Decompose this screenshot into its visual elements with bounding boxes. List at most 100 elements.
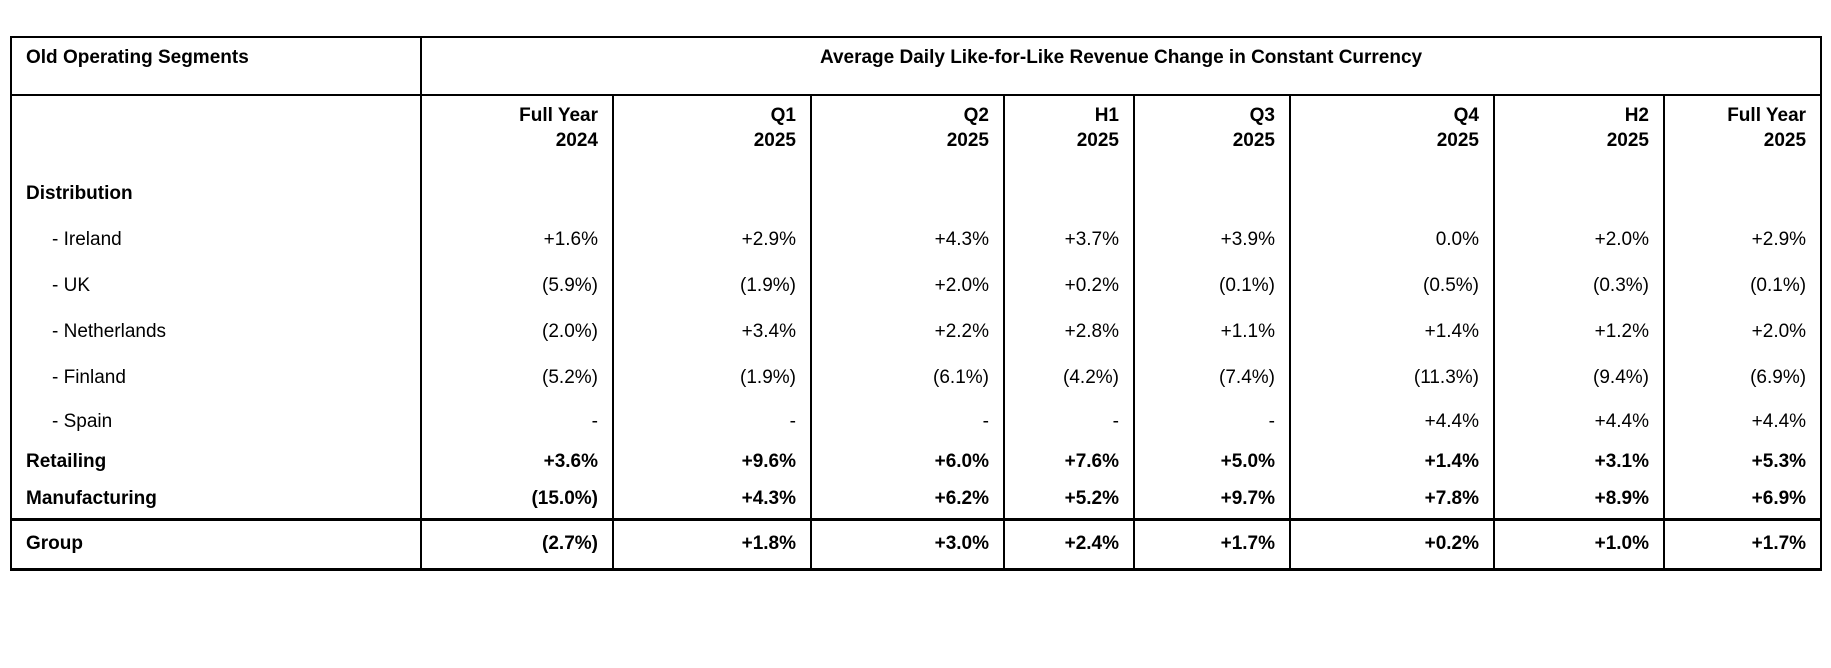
data-cell: +5.2% <box>1003 481 1134 519</box>
col-header-line: H1 <box>1094 105 1119 126</box>
data-cell: 0.0% <box>1289 217 1494 263</box>
data-cell: +2.2% <box>810 309 1004 355</box>
data-cell <box>810 171 1004 217</box>
col-header-line: 2025 <box>1606 130 1649 151</box>
data-cell: (4.2%) <box>1003 355 1134 401</box>
data-cell: +3.4% <box>612 309 811 355</box>
data-cell: (2.7%) <box>420 517 613 569</box>
col-header-q3-2025: Q3 2025 <box>1133 95 1290 171</box>
data-cell: +5.0% <box>1133 443 1290 481</box>
col-header-line: 2025 <box>1436 130 1479 151</box>
col-header-line: Q4 <box>1453 105 1479 126</box>
data-cell: +4.4% <box>1493 401 1664 443</box>
col-header-line: 2025 <box>1763 130 1807 151</box>
data-cell: +0.2% <box>1289 517 1494 569</box>
corner-label: Old Operating Segments <box>11 37 421 96</box>
col-header-h2-2025: H2 2025 <box>1493 95 1664 171</box>
data-cell: (7.4%) <box>1133 355 1290 401</box>
data-cell: +2.0% <box>1493 217 1664 263</box>
table-row-ireland: - Ireland +1.6% +2.9% +4.3% +3.7% +3.9% … <box>11 217 1822 263</box>
data-cell: (5.2%) <box>420 355 613 401</box>
data-cell <box>1003 171 1134 217</box>
data-cell: +9.6% <box>612 443 811 481</box>
data-cell: +9.7% <box>1133 481 1290 519</box>
data-cell: +2.8% <box>1003 309 1134 355</box>
data-cell: +1.4% <box>1289 309 1494 355</box>
data-cell: +2.9% <box>612 217 811 263</box>
data-cell <box>1493 171 1664 217</box>
col-header-line: 2024 <box>555 130 598 151</box>
data-cell: +1.8% <box>612 517 811 569</box>
data-cell: +6.2% <box>810 481 1004 519</box>
data-cell: (0.1%) <box>1662 263 1822 309</box>
data-cell: (1.9%) <box>612 355 811 401</box>
data-cell: +7.8% <box>1289 481 1494 519</box>
data-cell: +1.1% <box>1133 309 1290 355</box>
data-cell: +3.6% <box>420 443 613 481</box>
data-cell: +1.6% <box>420 217 613 263</box>
data-cell <box>1662 171 1822 217</box>
table-row-finland: - Finland (5.2%) (1.9%) (6.1%) (4.2%) (7… <box>11 355 1822 401</box>
row-label: Retailing <box>26 451 107 472</box>
data-cell: +4.4% <box>1662 401 1822 443</box>
data-cell: +4.3% <box>612 481 811 519</box>
data-cell: +5.3% <box>1662 443 1822 481</box>
data-cell: +6.9% <box>1662 481 1822 519</box>
segments-table: Old Operating Segments Average Daily Lik… <box>10 36 1823 571</box>
data-cell: +1.0% <box>1493 517 1664 569</box>
data-cell: +4.3% <box>810 217 1004 263</box>
table-row-distribution: Distribution <box>11 171 1822 217</box>
col-header-line: Q3 <box>1249 105 1275 126</box>
col-header-line: Full Year <box>1727 105 1807 126</box>
row-label-header-cell <box>11 95 421 171</box>
table-row-retailing: Retailing +3.6% +9.6% +6.0% +7.6% +5.0% … <box>11 443 1822 481</box>
data-cell: +2.0% <box>1662 309 1822 355</box>
data-cell: (15.0%) <box>420 481 613 519</box>
data-cell <box>420 171 613 217</box>
col-header-q1-2025: Q1 2025 <box>612 95 811 171</box>
col-header-q4-2025: Q4 2025 <box>1289 95 1494 171</box>
data-cell: +3.9% <box>1133 217 1290 263</box>
data-cell: (6.1%) <box>810 355 1004 401</box>
data-cell: - <box>810 401 1004 443</box>
data-cell: +7.6% <box>1003 443 1134 481</box>
col-header-line: 2025 <box>946 130 989 151</box>
data-cell: (6.9%) <box>1662 355 1822 401</box>
data-cell: +1.7% <box>1662 517 1822 569</box>
data-cell: +1.2% <box>1493 309 1664 355</box>
data-cell: +3.1% <box>1493 443 1664 481</box>
data-cell: (0.3%) <box>1493 263 1664 309</box>
data-cell: +2.4% <box>1003 517 1134 569</box>
data-cell: (5.9%) <box>420 263 613 309</box>
data-cell: (11.3%) <box>1289 355 1494 401</box>
col-header-line: Full Year <box>519 105 598 126</box>
row-label: - Finland <box>52 367 126 388</box>
table-row-netherlands: - Netherlands (2.0%) +3.4% +2.2% +2.8% +… <box>11 309 1822 355</box>
table-title: Average Daily Like-for-Like Revenue Chan… <box>419 37 1822 96</box>
data-cell: +3.7% <box>1003 217 1134 263</box>
col-header-q2-2025: Q2 2025 <box>810 95 1004 171</box>
data-cell: +0.2% <box>1003 263 1134 309</box>
col-header-line: Q1 <box>770 105 796 126</box>
row-label: - Ireland <box>52 229 122 250</box>
table-row-group: Group (2.7%) +1.8% +3.0% +2.4% +1.7% +0.… <box>11 517 1822 569</box>
col-header-full-year-2025: Full Year 2025 <box>1662 95 1822 171</box>
data-cell <box>1289 171 1494 217</box>
row-label: - Spain <box>52 411 113 432</box>
data-cell: +2.0% <box>810 263 1004 309</box>
row-label: - UK <box>52 275 90 296</box>
col-header-h1-2025: H1 2025 <box>1003 95 1134 171</box>
row-label: Group <box>11 517 421 569</box>
col-header-line: 2025 <box>753 130 796 151</box>
data-cell: (9.4%) <box>1493 355 1664 401</box>
col-header-line: 2025 <box>1076 130 1119 151</box>
data-cell: (0.5%) <box>1289 263 1494 309</box>
data-cell: - <box>612 401 811 443</box>
table-row-uk: - UK (5.9%) (1.9%) +2.0% +0.2% (0.1%) (0… <box>11 263 1822 309</box>
data-cell: (1.9%) <box>612 263 811 309</box>
col-header-line: 2025 <box>1232 130 1275 151</box>
row-label: Distribution <box>26 183 133 204</box>
row-label: - Netherlands <box>52 321 167 342</box>
data-cell <box>1133 171 1290 217</box>
data-cell: (2.0%) <box>420 309 613 355</box>
